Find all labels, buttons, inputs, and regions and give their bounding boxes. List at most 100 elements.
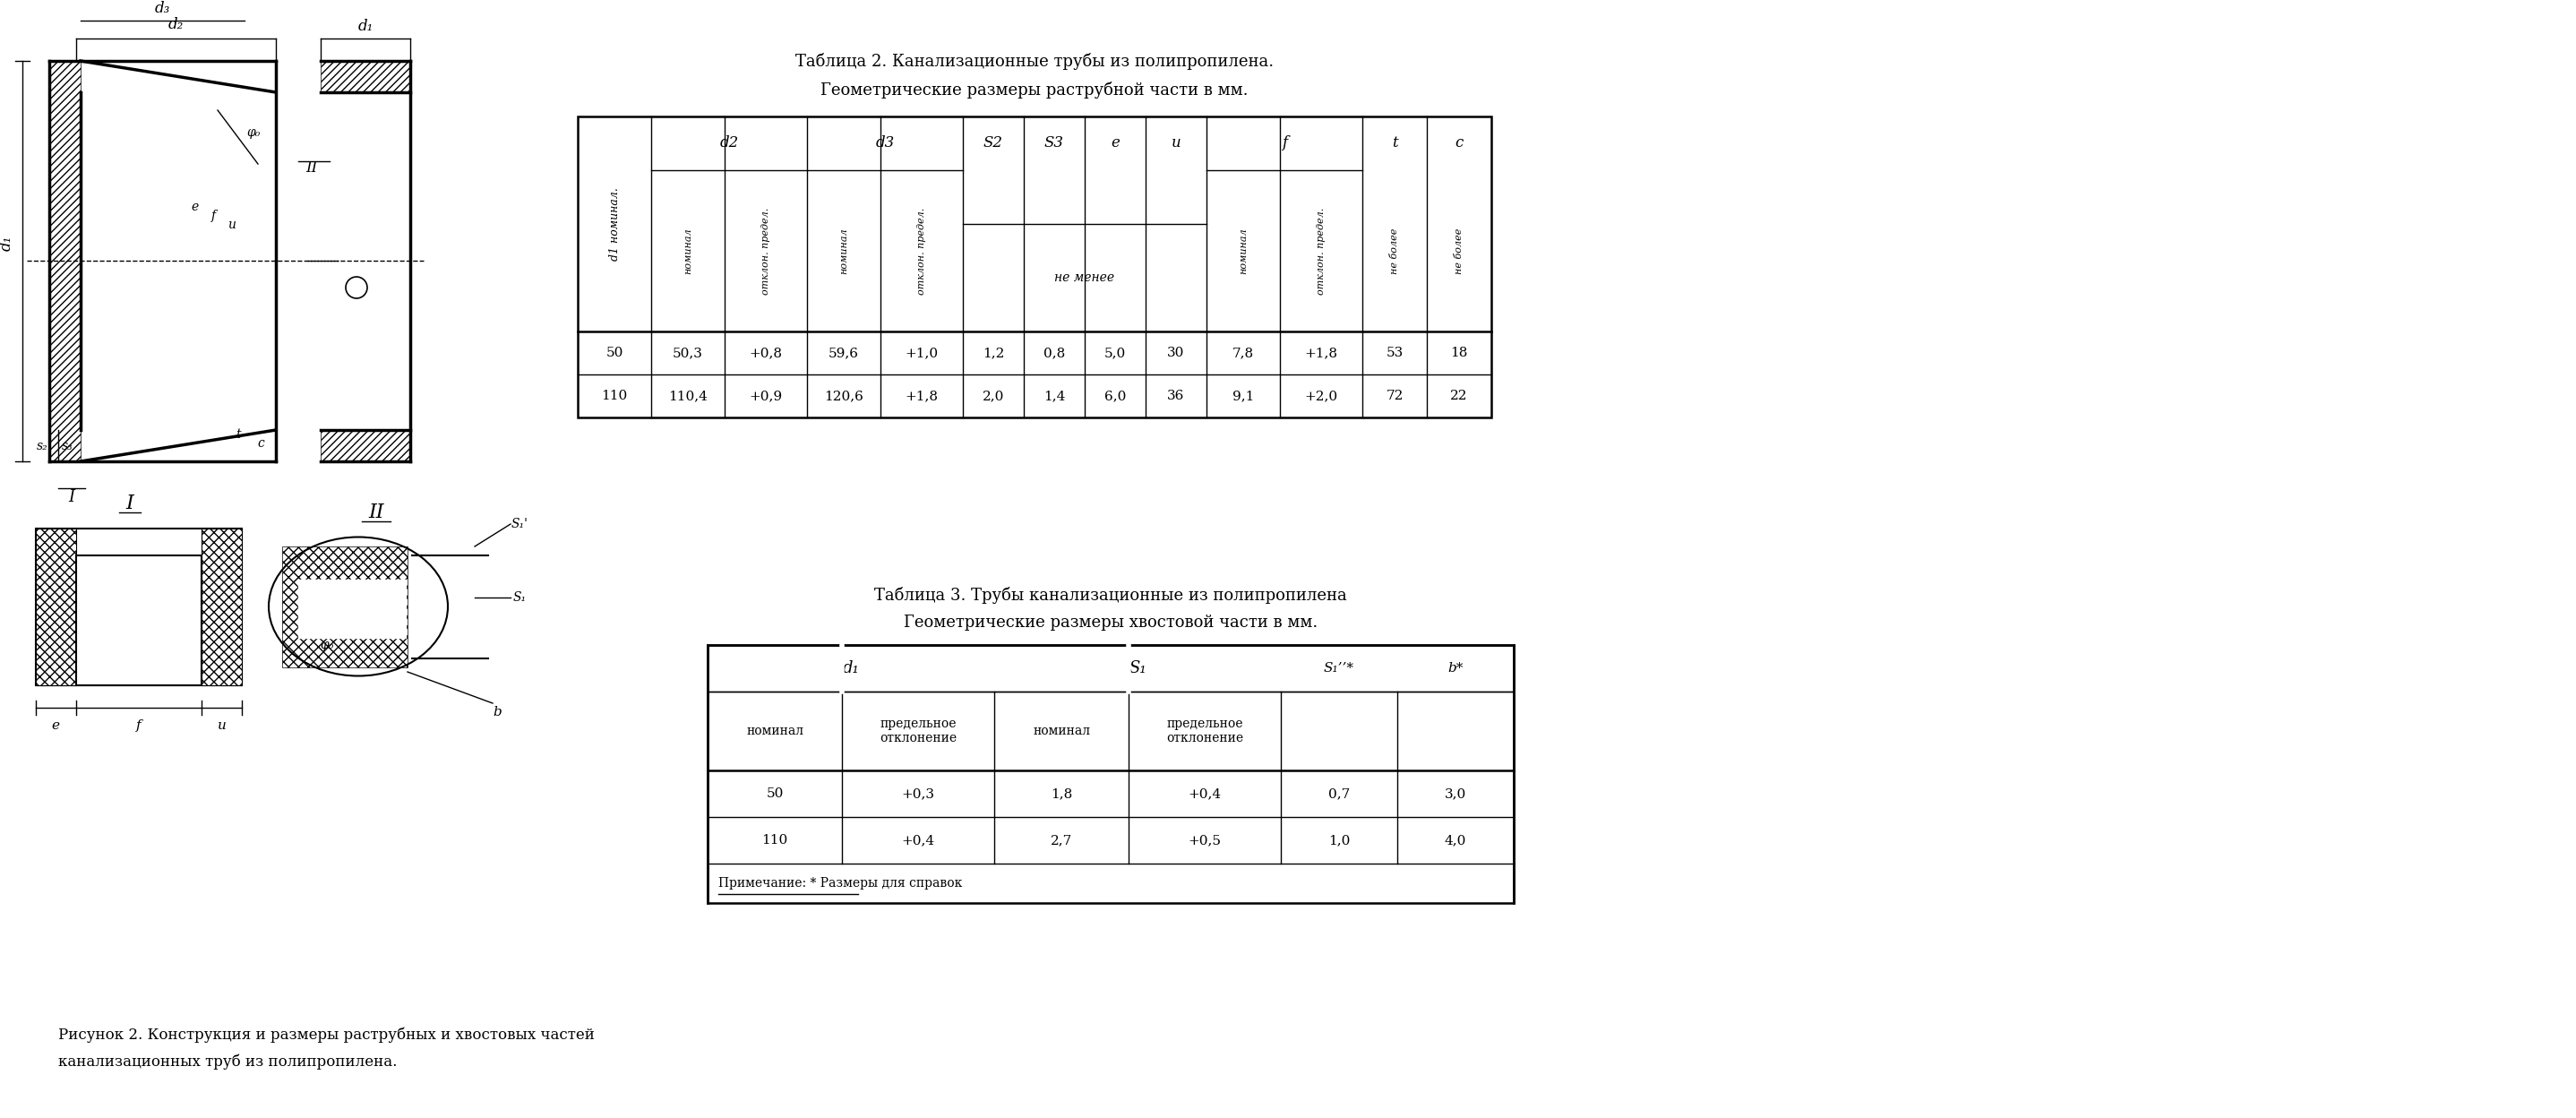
Bar bbox=[708, 645, 1515, 903]
Text: d₁: d₁ bbox=[0, 235, 13, 250]
Text: +2,0: +2,0 bbox=[1303, 390, 1337, 402]
Text: +0,8: +0,8 bbox=[750, 347, 783, 359]
Text: t: t bbox=[1391, 135, 1399, 151]
Text: отклон. предел.: отклон. предел. bbox=[917, 207, 927, 294]
Text: 1,2: 1,2 bbox=[981, 347, 1005, 359]
Text: 2,7: 2,7 bbox=[1051, 834, 1072, 846]
Text: 30: 30 bbox=[1167, 347, 1185, 359]
Text: номинал: номинал bbox=[840, 228, 848, 274]
Text: S₁: S₁ bbox=[1128, 661, 1146, 676]
Text: s₂: s₂ bbox=[36, 439, 49, 453]
Text: +0,3: +0,3 bbox=[902, 787, 935, 800]
Ellipse shape bbox=[268, 537, 448, 676]
Text: S₁: S₁ bbox=[513, 591, 526, 604]
Text: 5,0: 5,0 bbox=[1105, 347, 1126, 359]
Text: Геометрические размеры хвостовой части в мм.: Геометрические размеры хвостовой части в… bbox=[904, 615, 1319, 631]
Text: 1,8: 1,8 bbox=[1051, 787, 1072, 800]
Bar bbox=[319, 430, 410, 462]
Text: +1,8: +1,8 bbox=[904, 390, 938, 402]
Text: номинал: номинал bbox=[683, 228, 693, 274]
Text: предельное
отклонение: предельное отклонение bbox=[878, 718, 956, 745]
Text: 2,0: 2,0 bbox=[981, 390, 1005, 402]
Text: не более: не более bbox=[1391, 228, 1399, 274]
Text: 7,8: 7,8 bbox=[1231, 347, 1255, 359]
Text: 0,7: 0,7 bbox=[1329, 787, 1350, 800]
Text: 110: 110 bbox=[762, 834, 788, 846]
Text: c: c bbox=[1455, 135, 1463, 151]
Bar bbox=[36, 529, 77, 685]
Text: b*: b* bbox=[1448, 662, 1463, 674]
Text: I: I bbox=[70, 490, 75, 505]
Bar bbox=[319, 60, 410, 93]
Text: отклон. предел.: отклон. предел. bbox=[762, 207, 770, 294]
Text: 72: 72 bbox=[1386, 390, 1404, 402]
Text: +0,5: +0,5 bbox=[1188, 834, 1221, 846]
Text: S2: S2 bbox=[984, 135, 1002, 151]
Text: e: e bbox=[191, 200, 198, 214]
Text: c: c bbox=[258, 437, 265, 449]
Text: 120,6: 120,6 bbox=[824, 390, 863, 402]
Text: не более: не более bbox=[1455, 228, 1463, 274]
Text: d₁: d₁ bbox=[842, 661, 860, 676]
Text: Рисунок 2. Конструкция и размеры раструбных и хвостовых частей: Рисунок 2. Конструкция и размеры раструб… bbox=[59, 1026, 595, 1042]
Text: 6,0: 6,0 bbox=[1105, 390, 1126, 402]
Text: номинал: номинал bbox=[747, 724, 804, 737]
Bar bbox=[577, 116, 1492, 417]
Text: Примечание: * Размеры для справок: Примечание: * Размеры для справок bbox=[719, 877, 963, 890]
Text: 1,4: 1,4 bbox=[1043, 390, 1064, 402]
Text: Таблица 2. Канализационные трубы из полипропилена.: Таблица 2. Канализационные трубы из поли… bbox=[796, 53, 1273, 69]
Bar bbox=[201, 529, 242, 685]
Text: b: b bbox=[492, 705, 502, 719]
Text: d₃: d₃ bbox=[155, 1, 170, 17]
Text: +0,4: +0,4 bbox=[1188, 787, 1221, 800]
Text: f: f bbox=[1283, 135, 1288, 151]
Text: +1,8: +1,8 bbox=[1303, 347, 1337, 359]
Bar bbox=[77, 556, 201, 685]
Text: u: u bbox=[219, 719, 227, 732]
Text: 0,8: 0,8 bbox=[1043, 347, 1064, 359]
Text: S3: S3 bbox=[1043, 135, 1064, 151]
Text: предельное
отклонение: предельное отклонение bbox=[1167, 718, 1244, 745]
Text: 9,1: 9,1 bbox=[1231, 390, 1255, 402]
Text: d1 номинал.: d1 номинал. bbox=[608, 188, 621, 260]
Text: d₂: d₂ bbox=[167, 18, 183, 32]
Text: номинал: номинал bbox=[1033, 724, 1090, 737]
Text: I: I bbox=[126, 494, 134, 513]
Text: II: II bbox=[368, 503, 384, 522]
Text: φ₀: φ₀ bbox=[247, 126, 260, 139]
Text: канализационных труб из полипропилена.: канализационных труб из полипропилена. bbox=[59, 1054, 397, 1070]
Text: 22: 22 bbox=[1450, 390, 1468, 402]
Bar bbox=[299, 579, 407, 638]
Text: 110: 110 bbox=[600, 390, 629, 402]
Bar bbox=[49, 60, 80, 462]
Text: u: u bbox=[1172, 135, 1180, 151]
Text: 50: 50 bbox=[605, 347, 623, 359]
Text: Таблица 3. Трубы канализационные из полипропилена: Таблица 3. Трубы канализационные из поли… bbox=[873, 587, 1347, 604]
Text: +1,0: +1,0 bbox=[904, 347, 938, 359]
Text: 53: 53 bbox=[1386, 347, 1404, 359]
Text: s₃: s₃ bbox=[62, 439, 72, 453]
Text: отклон. предел.: отклон. предел. bbox=[1316, 207, 1327, 294]
Text: d3: d3 bbox=[876, 135, 894, 151]
Text: 1,0: 1,0 bbox=[1329, 834, 1350, 846]
Text: e: e bbox=[1110, 135, 1121, 151]
Text: +0,9: +0,9 bbox=[750, 390, 783, 402]
Text: e: e bbox=[52, 719, 59, 732]
Text: 59,6: 59,6 bbox=[829, 347, 858, 359]
Text: S₁’’*: S₁’’* bbox=[1324, 662, 1355, 674]
Text: 36: 36 bbox=[1167, 390, 1185, 402]
Text: d₁: d₁ bbox=[358, 19, 374, 35]
Text: f: f bbox=[137, 719, 142, 732]
Bar bbox=[36, 529, 242, 685]
Text: t: t bbox=[237, 428, 240, 440]
Text: 50: 50 bbox=[765, 787, 783, 800]
Text: 50,3: 50,3 bbox=[672, 347, 703, 359]
Text: 3,0: 3,0 bbox=[1445, 787, 1466, 800]
Text: f: f bbox=[211, 210, 216, 222]
Text: +0,4: +0,4 bbox=[902, 834, 935, 846]
Bar bbox=[283, 547, 407, 667]
Text: 4,0: 4,0 bbox=[1445, 834, 1466, 846]
Text: не менее: не менее bbox=[1054, 272, 1115, 284]
Text: Геометрические размеры раструбной части в мм.: Геометрические размеры раструбной части … bbox=[822, 82, 1249, 98]
Text: номинал: номинал bbox=[1239, 228, 1247, 274]
